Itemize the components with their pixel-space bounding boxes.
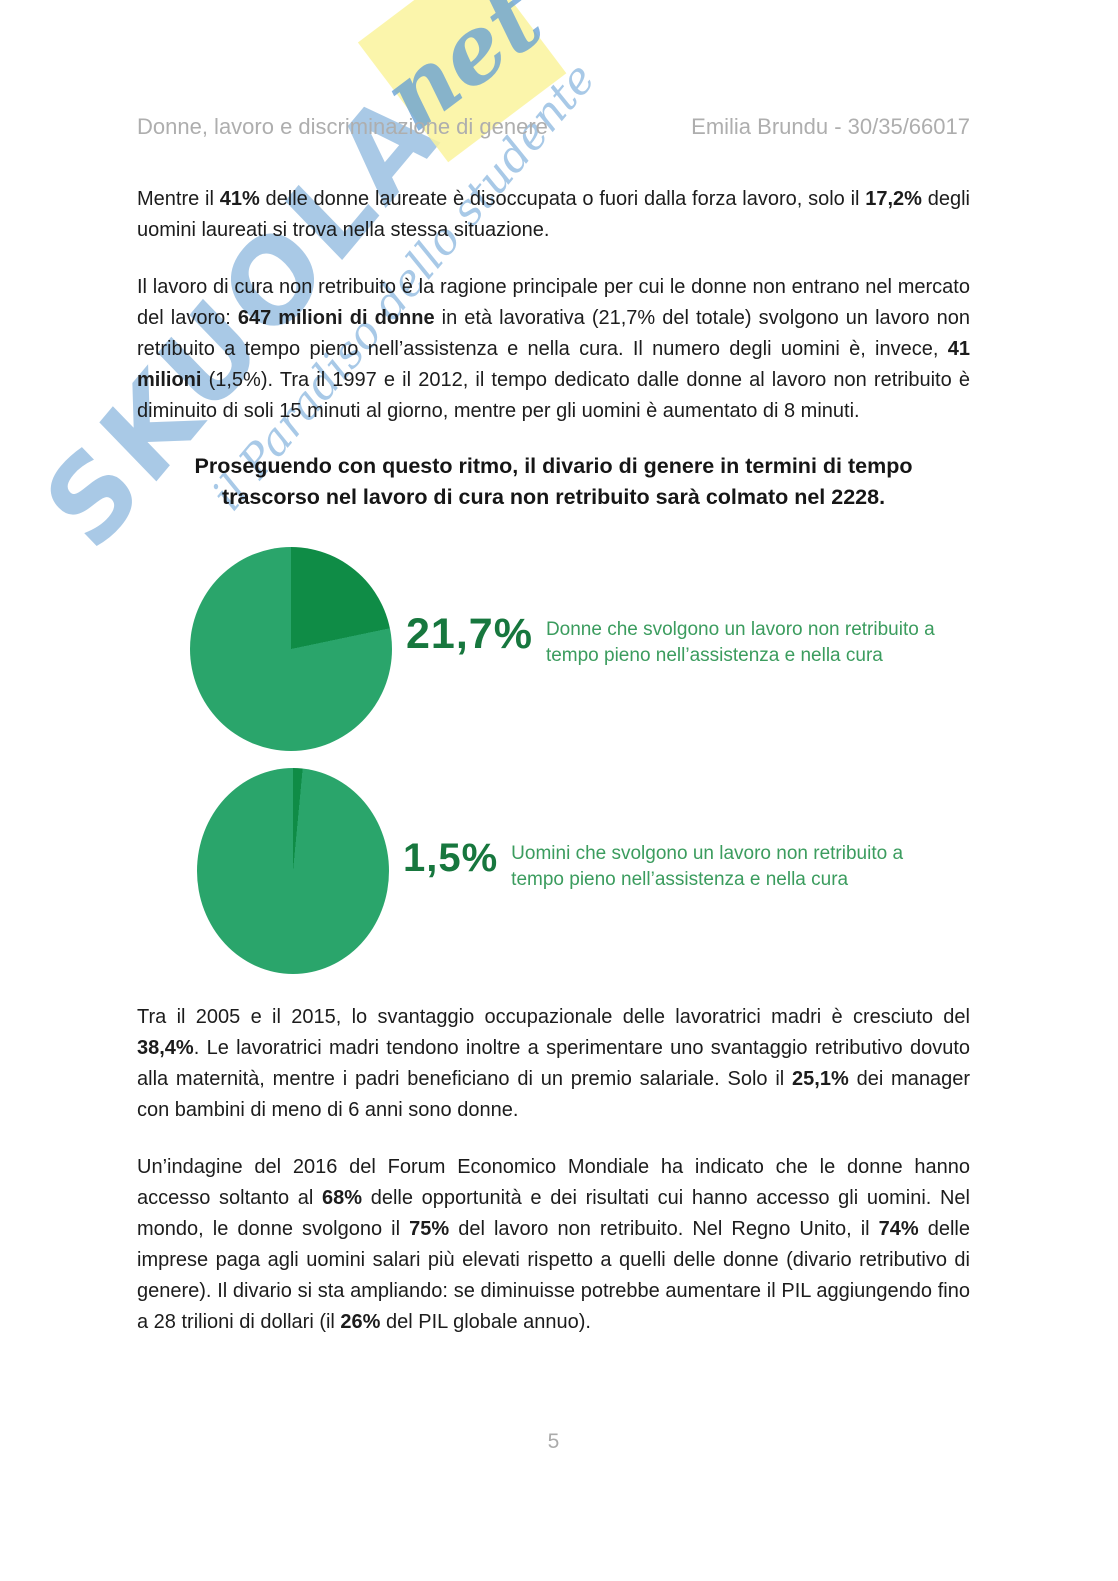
figure-men-pie: 1,5% Uomini che svolgono un lavoro non r… (137, 768, 970, 974)
pie-caption-women: Donne che svolgono un lavoro non retribu… (545, 619, 935, 666)
figure-women-pie: 21,7% Donne che svolgono un lavoro non r… (137, 547, 970, 751)
paragraph-graduates: Mentre il 41% delle donne laureate è dis… (137, 188, 971, 241)
page-header: Donne, lavoro e discriminazione di gener… (137, 114, 970, 140)
pie-caption-men: Uomini che svolgono un lavoro non retrib… (511, 843, 904, 890)
page-number: 5 (547, 1430, 560, 1453)
paragraph-wef-survey: Un’indagine del 2016 del Forum Economico… (137, 1156, 970, 1333)
header-title: Donne, lavoro e discriminazione di gener… (137, 114, 548, 139)
pie-percentage-men: 1,5% (403, 836, 499, 880)
paragraph-unpaid-care: Il lavoro di cura non retribuito è la ra… (137, 276, 970, 422)
header-author: Emilia Brundu - 30/35/66017 (691, 114, 970, 139)
paragraph-working-mothers: Tra il 2005 e il 2015, lo svantaggio occ… (137, 1006, 970, 1121)
section-heading-gender-gap: Proseguendo con questo ritmo, il divario… (194, 454, 913, 509)
page-content: Donne, lavoro e discriminazione di gener… (137, 114, 971, 1453)
pie-chart-men (197, 768, 389, 974)
pie-percentage-women: 21,7% (406, 610, 533, 658)
pie-chart-women (190, 547, 392, 751)
